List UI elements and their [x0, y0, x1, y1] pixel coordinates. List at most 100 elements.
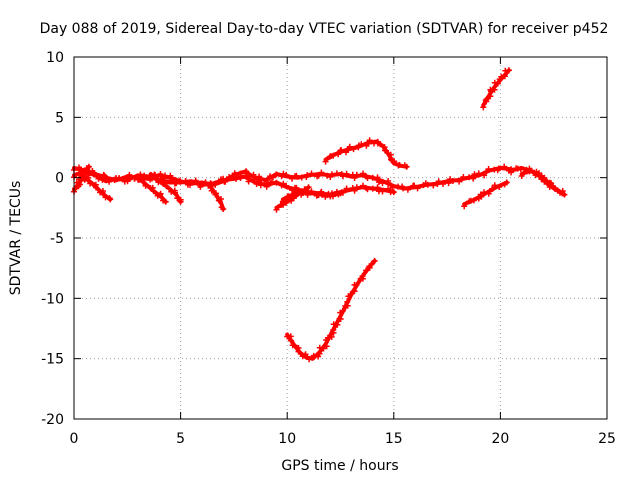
data-point: [162, 198, 169, 205]
data-point: [283, 171, 290, 178]
data-point: [470, 175, 477, 182]
data-point: [330, 193, 336, 200]
data-point: [87, 180, 94, 187]
data-point: [287, 193, 294, 200]
data-point: [273, 206, 280, 213]
data-point: [85, 163, 92, 170]
data-point: [90, 171, 97, 178]
data-point: [212, 191, 219, 198]
data-point: [334, 321, 341, 328]
data-point: [485, 190, 492, 197]
data-point: [480, 104, 487, 111]
data-point: [324, 334, 331, 341]
data-point: [174, 195, 181, 202]
data-point: [358, 141, 365, 148]
data-point: [81, 168, 88, 175]
data-point: [280, 170, 287, 177]
data-point: [142, 182, 149, 189]
data-point: [335, 151, 342, 158]
data-point: [167, 177, 174, 184]
data-point: [414, 185, 421, 192]
data-point: [347, 291, 354, 298]
x-tick-label: 5: [176, 431, 185, 447]
data-point: [482, 97, 489, 104]
data-point: [263, 183, 270, 190]
data-point: [491, 79, 498, 86]
x-tick-label: 25: [598, 431, 616, 447]
data-point: [95, 175, 102, 182]
data-point: [212, 180, 219, 187]
series-arc-branch-3: [147, 172, 184, 205]
data-point: [76, 181, 83, 188]
y-tick-label: -10: [41, 291, 64, 307]
data-point: [78, 177, 84, 184]
data-point: [330, 327, 337, 333]
data-point: [139, 175, 146, 182]
data-point: [390, 189, 397, 196]
series-arc-branch-2: [135, 175, 169, 205]
data-point: [503, 179, 510, 186]
data-point: [365, 140, 372, 147]
data-point: [430, 182, 437, 189]
data-point: [172, 189, 178, 196]
data-point: [359, 273, 366, 280]
data-point: [501, 73, 508, 80]
data-point: [106, 178, 113, 185]
data-point: [403, 163, 410, 170]
data-point: [374, 184, 381, 191]
data-point: [353, 171, 360, 178]
data-point: [168, 188, 175, 195]
data-point: [379, 180, 386, 187]
data-point: [337, 316, 344, 322]
data-point: [391, 158, 398, 165]
data-point: [152, 172, 159, 179]
series-arc-right-rise: [461, 179, 510, 210]
data-point: [411, 182, 418, 189]
data-point: [233, 175, 240, 182]
tick-labels: 0 5 10 15 20 25 -20 -15 -10 -5 0 5 10: [41, 50, 616, 447]
x-tick-label: 20: [491, 431, 509, 447]
axis-ticks: [73, 56, 608, 420]
data-point: [517, 166, 524, 172]
data-point: [369, 185, 376, 192]
data-point: [383, 147, 389, 154]
data-point: [466, 174, 473, 181]
data-point: [322, 158, 329, 165]
data-point: [250, 176, 257, 183]
data-point: [216, 198, 223, 204]
data-point: [518, 173, 525, 179]
x-tick-label: 15: [385, 431, 403, 447]
data-point: [322, 193, 329, 200]
y-tick-label: 0: [55, 171, 64, 187]
data-point: [546, 184, 553, 190]
data-point: [491, 182, 498, 189]
data-point: [350, 146, 357, 153]
data-point: [173, 180, 180, 187]
series-arc-branch-1: [81, 174, 114, 203]
data-point: [344, 298, 351, 305]
series-arc-branch-4: [205, 181, 227, 212]
data-point: [320, 345, 327, 352]
data-point: [257, 182, 264, 189]
data-point: [304, 191, 311, 198]
data-point: [116, 175, 122, 182]
series-arc-right-end-b: [518, 168, 566, 197]
data-point: [295, 348, 302, 355]
data-point: [377, 141, 384, 148]
data-series: [71, 67, 568, 363]
data-point: [315, 172, 322, 179]
data-point: [293, 190, 300, 197]
data-point: [485, 166, 492, 172]
data-point: [351, 175, 358, 181]
data-point: [126, 173, 133, 180]
data-point: [150, 188, 157, 195]
data-point: [99, 189, 106, 196]
series-arc-start-dip: [71, 163, 92, 195]
data-point: [475, 170, 482, 177]
data-point: [124, 178, 131, 185]
data-point: [542, 178, 549, 185]
data-point: [424, 181, 431, 188]
data-point: [197, 183, 204, 190]
data-point: [141, 172, 148, 179]
data-point: [445, 180, 452, 187]
